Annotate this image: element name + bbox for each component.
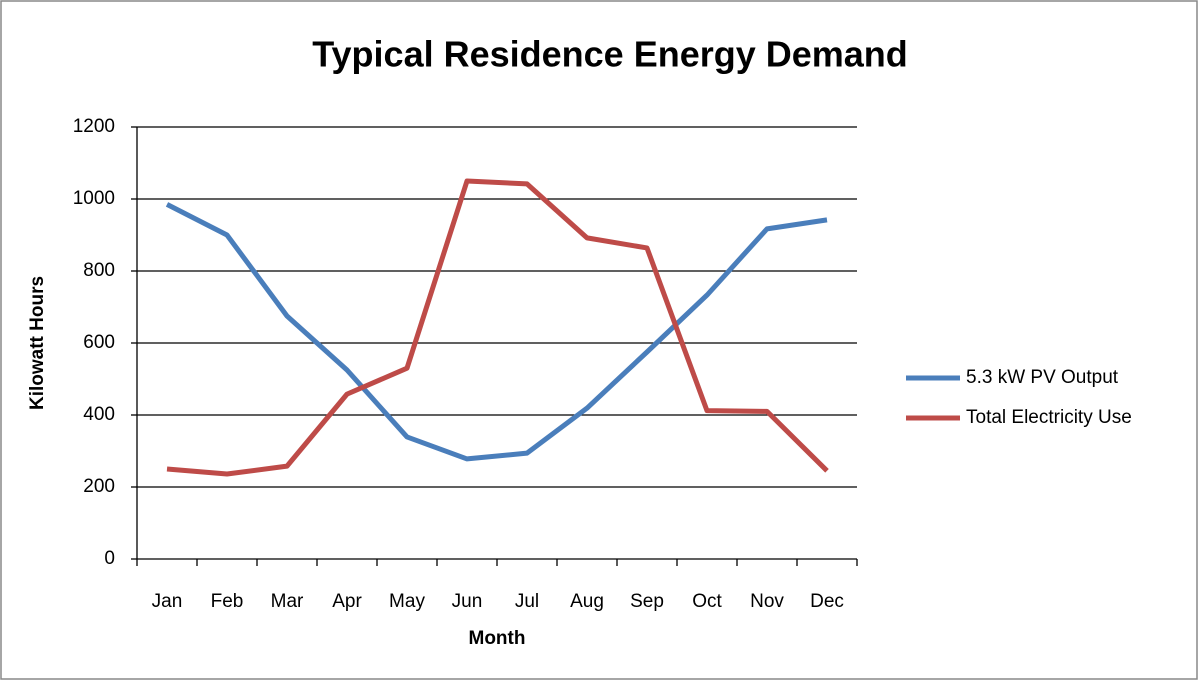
legend-label: 5.3 kW PV Output <box>966 367 1119 388</box>
x-tick-label: Jun <box>452 591 483 612</box>
x-tick-label: Aug <box>570 591 604 612</box>
y-tick-label: 1200 <box>73 116 115 137</box>
x-tick-label: May <box>389 591 425 612</box>
y-tick-label: 1000 <box>73 188 115 209</box>
x-axis-title: Month <box>469 628 526 649</box>
legend-label: Total Electricity Use <box>966 407 1132 428</box>
x-tick-label: Nov <box>750 591 784 612</box>
x-tick-label: Sep <box>630 591 664 612</box>
x-tick-label: Mar <box>271 591 304 612</box>
x-tick-label: Feb <box>211 591 244 612</box>
y-tick-label: 200 <box>83 476 115 497</box>
y-tick-label: 0 <box>104 548 115 569</box>
x-tick-label: Jul <box>515 591 539 612</box>
chart-title: Typical Residence Energy Demand <box>312 34 908 75</box>
x-tick-label: Jan <box>152 591 183 612</box>
y-tick-label: 400 <box>83 404 115 425</box>
x-tick-label: Oct <box>692 591 722 612</box>
x-tick-label: Apr <box>332 591 362 612</box>
x-tick-label: Dec <box>810 591 844 612</box>
y-tick-label: 600 <box>83 332 115 353</box>
y-axis-title: Kilowatt Hours <box>27 276 48 410</box>
series-line <box>166 178 829 477</box>
y-tick-label: 800 <box>83 260 115 281</box>
series-line <box>165 202 828 462</box>
